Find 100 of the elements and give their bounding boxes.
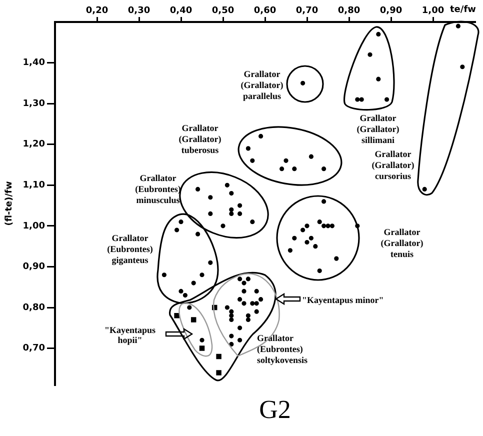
- x-tick-label: 0,70: [296, 6, 318, 16]
- point: [330, 224, 334, 228]
- point: [242, 288, 246, 294]
- point: [258, 297, 264, 302]
- y-tick-label: 0,80: [22, 302, 45, 313]
- point: [178, 220, 184, 224]
- series-label: Grallator (Grallator) cursorius: [372, 148, 414, 181]
- point: [308, 236, 314, 240]
- x-tick-label: 1,00: [422, 6, 444, 16]
- point: [182, 292, 188, 298]
- point: [300, 80, 306, 86]
- point: [376, 32, 381, 37]
- point: [334, 256, 339, 261]
- x-tick-label: 0,30: [128, 6, 150, 16]
- point: [208, 195, 213, 200]
- point: [460, 64, 465, 70]
- point: [368, 52, 372, 57]
- point: [250, 158, 255, 163]
- point: [288, 248, 292, 253]
- y-tick-label: 0,70: [22, 344, 45, 354]
- point: [304, 224, 310, 228]
- point: [250, 220, 255, 224]
- point: [246, 313, 250, 318]
- point: [322, 199, 326, 204]
- point: [384, 97, 390, 102]
- point: [229, 207, 234, 212]
- y-tick-label: 1,10: [22, 180, 45, 190]
- point: [254, 288, 259, 294]
- point: [304, 240, 310, 245]
- point: [258, 134, 264, 138]
- point: [216, 354, 222, 360]
- x-tick-label: 0,40: [170, 6, 192, 16]
- y-tick-label: 0,90: [22, 262, 45, 272]
- point: [238, 276, 242, 282]
- point: [200, 272, 204, 278]
- point: [174, 228, 180, 232]
- point: [456, 24, 460, 28]
- point: [187, 305, 192, 310]
- y-tick-label: 1,20: [22, 140, 45, 150]
- point: [422, 186, 427, 192]
- y-axis-title: (fl-te)/fw: [4, 181, 15, 226]
- point: [191, 280, 196, 286]
- point: [229, 317, 234, 322]
- point: [220, 224, 226, 228]
- point: [355, 97, 360, 102]
- point: [292, 236, 297, 240]
- point: [250, 301, 255, 306]
- series-label: Grallator (Eubrontes) giganteus: [107, 232, 153, 265]
- point: [208, 211, 213, 216]
- point: [229, 334, 234, 338]
- text: Grallator (Grallator) tenuis: [380, 226, 424, 259]
- point: [284, 158, 288, 163]
- point: [292, 166, 297, 172]
- point: [208, 260, 213, 265]
- point: [229, 313, 234, 318]
- point: [317, 268, 322, 274]
- point: [224, 182, 230, 188]
- point: [254, 301, 259, 306]
- x-tick-label: 0,60: [254, 6, 276, 16]
- x-tick-label: 0,20: [86, 6, 108, 16]
- annotation: "Kayentapus hopii": [104, 324, 156, 345]
- point: [322, 224, 326, 228]
- point: [300, 228, 306, 232]
- point: [238, 338, 242, 342]
- point: [238, 211, 242, 216]
- point: [178, 288, 184, 294]
- point: [229, 342, 234, 347]
- point: [246, 317, 250, 322]
- point: [317, 220, 322, 224]
- text: G2: [259, 394, 291, 424]
- point: [359, 97, 364, 102]
- point: [229, 211, 234, 216]
- point: [190, 317, 196, 322]
- point: [200, 338, 204, 342]
- point: [242, 301, 246, 306]
- y-tick-label: 1,00: [22, 221, 45, 232]
- x-axis-title: te/fw: [450, 4, 476, 15]
- point: [246, 276, 250, 282]
- annotation: "Kayentapus minor": [302, 294, 384, 305]
- point: [224, 305, 230, 310]
- point: [196, 186, 200, 192]
- point: [246, 146, 250, 151]
- point: [322, 166, 326, 172]
- point: [196, 232, 200, 236]
- point: [199, 346, 205, 351]
- point: [229, 191, 234, 196]
- point: [313, 244, 318, 249]
- point: [238, 203, 242, 208]
- series-label: Grallator (Grallator) sillimani: [356, 112, 400, 145]
- point: [229, 309, 234, 314]
- y-tick-label: 1,30: [22, 98, 45, 109]
- point: [162, 272, 166, 278]
- x-tick-label: 0,90: [380, 6, 402, 16]
- point: [238, 326, 242, 330]
- point: [242, 280, 246, 286]
- point: [238, 297, 242, 302]
- series-label: Grallator (Eubrontes) soltykovensis: [257, 332, 308, 365]
- point: [308, 154, 314, 159]
- series-label: Grallator (Eubrontes) minusculus: [135, 172, 181, 205]
- series-label: Grallator (Grallator) parallelus: [240, 68, 284, 101]
